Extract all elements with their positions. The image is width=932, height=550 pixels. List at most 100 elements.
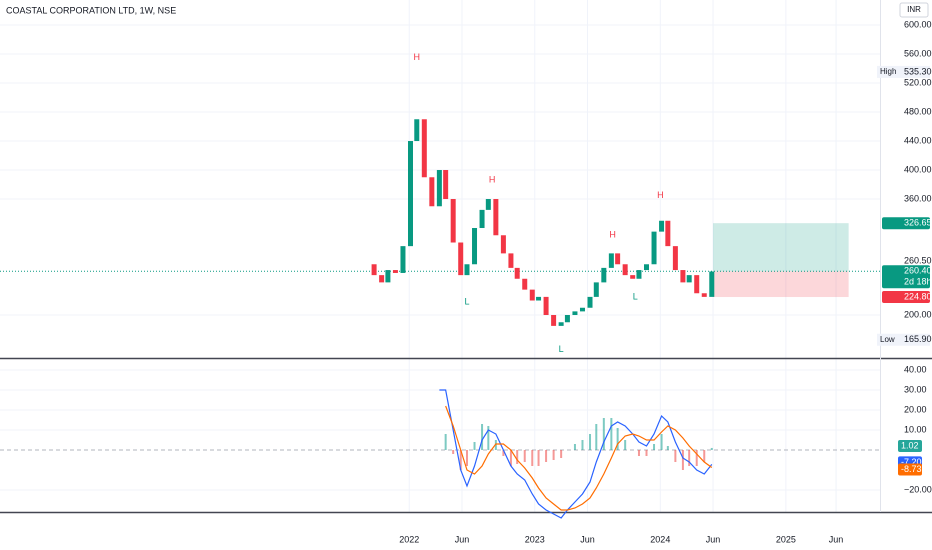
histogram-bar	[681, 450, 684, 470]
candle-body	[400, 246, 406, 273]
extreme-value: 165.90	[904, 334, 932, 344]
pivot-label: L	[464, 296, 469, 306]
candle-body	[701, 293, 707, 297]
candle-body	[543, 296, 549, 316]
indicator-tag	[898, 463, 922, 476]
extreme-tag	[877, 65, 930, 78]
pivot-label: H	[657, 190, 664, 200]
histogram-bar	[552, 450, 555, 460]
candle-body	[485, 199, 491, 210]
y-tick-label: 10.00	[904, 424, 927, 434]
x-tick-label: 2024	[650, 534, 670, 544]
histogram-bar	[573, 444, 576, 450]
stop-zone	[713, 271, 849, 298]
x-tick-label: 2022	[399, 534, 419, 544]
price-tag	[882, 217, 930, 230]
y-tick-label: 400.00	[904, 164, 932, 174]
candle-body	[443, 170, 449, 200]
candle-body	[622, 264, 628, 276]
histogram-bar	[710, 447, 713, 450]
histogram-bar	[616, 428, 619, 450]
candle-body	[608, 253, 614, 268]
last-price-label: 260.40	[904, 266, 932, 276]
histogram-bar	[502, 450, 505, 456]
extreme-value: 535.30	[904, 66, 932, 76]
histogram-bar	[589, 434, 592, 450]
histogram-bar	[494, 440, 497, 450]
histogram-bar	[595, 424, 598, 450]
candle-body	[385, 270, 391, 283]
extreme-name: Low	[880, 335, 895, 344]
histogram-bar	[637, 450, 640, 456]
candle-body	[536, 296, 542, 301]
candle-body	[407, 141, 413, 247]
histogram-bar	[688, 450, 691, 466]
histogram-bar	[444, 434, 447, 450]
y-tick-label: −20.00	[904, 484, 932, 494]
histogram-bar	[545, 450, 548, 462]
candle-body	[593, 282, 599, 297]
macd-line	[445, 405, 713, 511]
histogram-bar	[674, 450, 677, 462]
histogram-bar	[602, 418, 605, 450]
candle-body	[429, 177, 435, 207]
price-tag-label: 326.65	[904, 218, 932, 228]
candle-body	[672, 246, 678, 271]
macd-line	[439, 389, 713, 519]
y-tick-label: 560.00	[904, 48, 932, 58]
candle-body	[458, 242, 464, 276]
histogram-bar	[645, 450, 648, 456]
histogram-bar	[473, 442, 476, 450]
histogram-bar	[653, 444, 656, 450]
pivot-label: H	[414, 52, 421, 62]
indicator-tag-label: -7.20	[901, 457, 922, 467]
y-tick-label: 20.00	[904, 404, 927, 414]
candle-body	[680, 270, 686, 283]
candle-body	[709, 271, 715, 297]
histogram-bar	[560, 450, 563, 458]
target-zone	[713, 223, 849, 272]
extreme-name: High	[880, 67, 896, 76]
histogram-bar	[531, 450, 534, 466]
candle-body	[636, 270, 642, 279]
candle-body	[529, 289, 535, 301]
histogram-bar	[523, 450, 526, 462]
candle-body	[558, 322, 564, 326]
indicator-tag	[898, 439, 922, 452]
y-tick-label: 360.00	[904, 193, 932, 203]
histogram-bar	[459, 450, 462, 470]
candle-body	[414, 119, 420, 142]
candle-body	[630, 275, 636, 279]
histogram-bar	[509, 450, 512, 466]
y-tick-label: 600.00	[904, 19, 932, 29]
candle-body	[508, 253, 514, 268]
x-tick-label: 2023	[525, 534, 545, 544]
price-tag-label: 260.50	[904, 256, 932, 266]
candle-body	[694, 275, 700, 294]
candle-body	[651, 231, 657, 265]
price-tag	[882, 255, 930, 268]
candle-body	[564, 315, 570, 323]
candle-body	[644, 264, 650, 271]
candle-body	[686, 275, 692, 283]
histogram-bar	[666, 446, 669, 450]
pivot-label: H	[609, 230, 616, 240]
chart-title: COASTAL CORPORATION LTD, 1W, NSE	[6, 5, 176, 15]
histogram-bar	[703, 450, 706, 462]
histogram-bar	[487, 426, 490, 450]
currency-box[interactable]	[899, 2, 929, 18]
candle-body	[522, 278, 528, 290]
histogram-bar	[660, 434, 663, 450]
histogram-bar	[465, 450, 468, 466]
candle-body	[659, 220, 665, 232]
candle-body	[615, 253, 621, 265]
candle-body	[579, 307, 585, 312]
histogram-bar	[516, 450, 519, 464]
extreme-tag	[877, 333, 930, 346]
x-tick-label: Jun	[829, 534, 844, 544]
countdown: 2d 18h	[904, 277, 932, 287]
x-tick-label: 2025	[776, 534, 796, 544]
pivot-label: L	[559, 344, 564, 354]
histogram-bar	[610, 418, 613, 450]
